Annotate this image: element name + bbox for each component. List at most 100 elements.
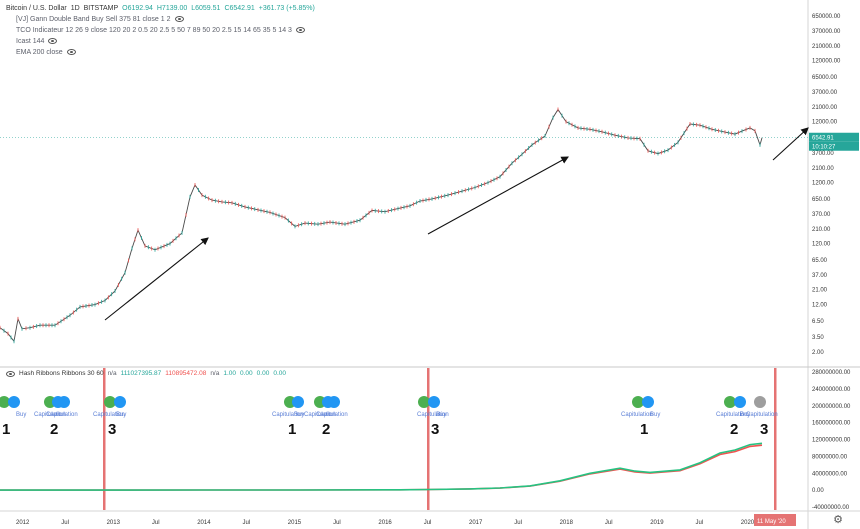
hash-v7: 0.00 — [256, 370, 270, 377]
buy-signal-label: Buy — [16, 412, 27, 418]
price-tick-label: 120.00 — [812, 242, 831, 248]
price-tick-label: 65.00 — [812, 258, 828, 264]
time-tick-label: 2017 — [469, 520, 483, 526]
hash-v1: n/a — [107, 370, 117, 377]
time-tick-label: 2019 — [650, 520, 664, 526]
price-tick-label: 65000.00 — [812, 75, 838, 81]
buy-signal-label: Buy — [740, 412, 751, 418]
visibility-eye-icon[interactable] — [174, 16, 184, 22]
signal-dot[interactable] — [754, 396, 766, 408]
visibility-eye-icon[interactable] — [66, 49, 76, 55]
price-tick-label: 1200.00 — [812, 181, 834, 187]
signal-dot[interactable] — [418, 396, 430, 408]
signal-dot[interactable] — [428, 396, 440, 408]
signal-dot[interactable] — [734, 396, 746, 408]
signal-dot[interactable] — [292, 396, 304, 408]
countdown-label: 10:10:27 — [812, 145, 836, 151]
capitulation-signal-label: Capitulation — [93, 412, 125, 418]
price-tick-label: 370000.00 — [812, 29, 841, 35]
time-tick-label: 2015 — [288, 520, 302, 526]
symbol-row: Bitcoin / U.S. Dollar 1D BITSTAMP O6192.… — [6, 3, 315, 13]
signal-dot[interactable] — [114, 396, 126, 408]
settings-gear-icon[interactable]: ⚙ — [833, 514, 843, 526]
price-tick-label: 2.00 — [812, 350, 824, 356]
signal-dot[interactable] — [0, 396, 10, 408]
visibility-eye-icon[interactable] — [295, 27, 305, 33]
price-tick-label: 370.00 — [812, 212, 831, 218]
countdown-tag — [809, 141, 859, 151]
capitulation-signal-label: Capitulation — [417, 412, 449, 418]
hash-v3: 110895472.08 — [165, 370, 207, 377]
high-value: H7139.00 — [156, 4, 188, 12]
price-tick-label: 37.00 — [812, 273, 828, 279]
price-tick-label: 21.00 — [812, 288, 828, 294]
trend-arrow[interactable] — [772, 127, 809, 161]
indicator-row-tco[interactable]: TCO Indicateur 12 26 9 close 120 20 2 0.… — [16, 25, 305, 35]
symbol-title[interactable]: Bitcoin / U.S. Dollar — [6, 4, 67, 12]
time-tick-label: Jul — [696, 520, 704, 526]
current-price-tag[interactable] — [809, 132, 859, 142]
cycle-number-label: 1 — [640, 421, 649, 438]
cycle-number-label: 1 — [2, 421, 11, 438]
indicator-row-icast[interactable]: Icast 144 — [16, 36, 58, 46]
hash-tick-label: -40000000.00 — [812, 505, 850, 511]
time-tick-label: Jul — [61, 520, 69, 526]
signal-dot[interactable] — [328, 396, 340, 408]
hash-tick-label: 160000000.00 — [812, 421, 851, 427]
price-tick-label: 3700.00 — [812, 151, 834, 157]
buy-signal-label: Buy — [650, 412, 661, 418]
signal-dot[interactable] — [632, 396, 644, 408]
time-tick-label: 2016 — [378, 520, 392, 526]
indicator-label: TCO Indicateur 12 26 9 close 120 20 2 0.… — [16, 26, 292, 34]
hash-tick-label: 240000000.00 — [812, 387, 851, 393]
time-tick-label: 2020 — [741, 520, 755, 526]
interval-label[interactable]: 1D — [70, 4, 80, 12]
hash-v4: n/a — [210, 370, 220, 377]
price-tick-label: 12.00 — [812, 303, 828, 309]
time-tick-label: 2013 — [107, 520, 121, 526]
capitulation-signal-label: Capitulation — [621, 412, 653, 418]
indicator-row-gann[interactable]: [VJ] Gann Double Band Buy Sell 375 81 cl… — [16, 14, 184, 24]
buy-signal-label: Buy — [116, 412, 127, 418]
open-value: O6192.94 — [122, 4, 153, 12]
signal-dot[interactable] — [8, 396, 20, 408]
close-value: C6542.91 — [224, 4, 255, 12]
cycle-number-label: 2 — [730, 421, 739, 438]
price-tick-label: 21000.00 — [812, 105, 838, 111]
indicator-row-ema[interactable]: EMA 200 close — [16, 47, 76, 57]
trend-arrow[interactable] — [427, 156, 569, 235]
price-tick-label: 650.00 — [812, 197, 831, 203]
hash-ribbons-legend[interactable]: Hash Ribbons Ribbons 30 60 n/a 111027395… — [6, 370, 286, 377]
capitulation-signal-label: Capitulation — [34, 412, 66, 418]
signal-dot[interactable] — [104, 396, 116, 408]
capitulation-signal-label: Capitulation — [304, 412, 336, 418]
cycle-number-label: 2 — [50, 421, 59, 438]
time-tick-label: 2014 — [197, 520, 211, 526]
hash-title: Hash Ribbons Ribbons 30 60 — [19, 370, 104, 377]
signal-dot[interactable] — [58, 396, 70, 408]
hash-v8: 0.00 — [273, 370, 286, 377]
cycle-number-label: 1 — [288, 421, 297, 438]
date-highlight-tag — [754, 514, 796, 526]
time-tick-label: Jul — [152, 520, 160, 526]
capitulation-signal-label: Capitulation — [316, 412, 348, 418]
hash-v6: 0.00 — [240, 370, 253, 377]
visibility-eye-icon[interactable] — [48, 38, 58, 44]
visibility-eye-icon[interactable] — [6, 370, 15, 377]
capitulation-signal-label: Capitulation — [46, 412, 78, 418]
hash-v2: 111027395.87 — [120, 370, 162, 377]
time-tick-label: Jul — [424, 520, 432, 526]
hash-tick-label: 0.00 — [812, 488, 824, 494]
signal-dot[interactable] — [642, 396, 654, 408]
buy-signal-label: Buy — [436, 412, 447, 418]
hash-v5: 1.00 — [223, 370, 237, 377]
trend-arrow[interactable] — [104, 237, 209, 321]
price-tick-label: 650000.00 — [812, 14, 841, 20]
time-tick-label: Jul — [243, 520, 251, 526]
signal-dot[interactable] — [724, 396, 736, 408]
time-tick-label: Jul — [333, 520, 341, 526]
indicator-label: [VJ] Gann Double Band Buy Sell 375 81 cl… — [16, 15, 171, 23]
